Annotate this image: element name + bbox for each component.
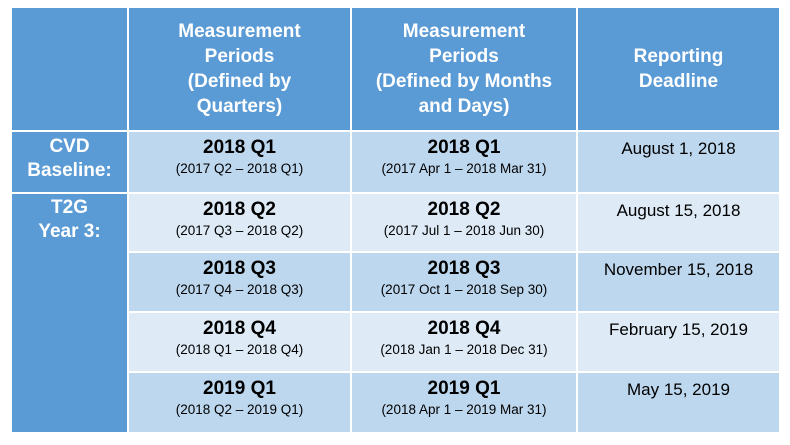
quarter-range: (2018 Q2 – 2019 Q1) [175,402,304,417]
quarter-period: 2018 Q1 [203,137,276,158]
table-row-2-deadline: August 15, 2018 [578,194,779,251]
row-label-cvd-line-2: Baseline: [27,160,112,181]
row-label-t2g-line-2: Year 3: [38,221,101,242]
header-quarters-line-3: (Defined by [187,71,292,92]
header-deadline: Reporting Deadline [578,8,779,130]
quarter-range: (2018 Q1 – 2018 Q4) [175,342,304,357]
row-label-t2g-year-3: T2G Year 3: [12,194,127,432]
table-row-3-quarters: 2018 Q3 (2017 Q4 – 2018 Q3) [129,253,350,311]
quarter-period: 2018 Q3 [203,258,276,279]
month-period: 2019 Q1 [427,378,501,399]
header-quarters: Measurement Periods (Defined by Quarters… [129,8,350,130]
header-months-days: Measurement Periods (Defined by Months a… [352,8,576,130]
month-period: 2018 Q2 [427,199,501,220]
header-months-days-line-2: Periods [429,46,499,67]
table-row-3-deadline: November 15, 2018 [578,253,779,311]
table-row-5-months: 2019 Q1 (2018 Apr 1 – 2019 Mar 31) [352,373,576,432]
table-row-4-months: 2018 Q4 (2018 Jan 1 – 2018 Dec 31) [352,313,576,371]
table-row-5-quarters: 2019 Q1 (2018 Q2 – 2019 Q1) [129,373,350,432]
table-row-1-deadline: August 1, 2018 [578,132,779,192]
month-range: (2017 Jul 1 – 2018 Jun 30) [383,223,545,238]
header-quarters-line-4: Quarters) [196,96,283,117]
row-label-t2g-line-1: T2G [51,197,88,218]
quarter-period: 2019 Q1 [203,378,276,399]
header-months-days-line-3: (Defined by Months [375,71,553,92]
quarter-range: (2017 Q2 – 2018 Q1) [175,161,304,176]
quarter-range: (2017 Q3 – 2018 Q2) [175,223,304,238]
month-period: 2018 Q4 [427,318,501,339]
row-label-cvd-line-1: CVD [49,136,90,157]
quarter-period: 2018 Q4 [203,318,276,339]
table-row-1-quarters: 2018 Q1 (2017 Q2 – 2018 Q1) [129,132,350,192]
table-row-4-deadline: February 15, 2019 [578,313,779,371]
month-range: (2017 Apr 1 – 2018 Mar 31) [381,161,547,176]
table-row-3-months: 2018 Q3 (2017 Oct 1 – 2018 Sep 30) [352,253,576,311]
header-months-days-line-4: and Days) [418,96,510,117]
header-deadline-line-1: Reporting [633,46,724,67]
header-quarters-line-2: Periods [204,46,275,67]
month-range: (2017 Oct 1 – 2018 Sep 30) [380,282,548,297]
table-row-5-deadline: May 15, 2019 [578,373,779,432]
table-row-2-quarters: 2018 Q2 (2017 Q3 – 2018 Q2) [129,194,350,251]
table-row-4-quarters: 2018 Q4 (2018 Q1 – 2018 Q4) [129,313,350,371]
month-range: (2018 Jan 1 – 2018 Dec 31) [380,342,548,357]
row-label-cvd-baseline: CVD Baseline: [12,132,127,192]
header-deadline-line-2: Deadline [638,71,719,92]
header-months-days-line-1: Measurement [402,21,526,42]
header-quarters-line-1: Measurement [178,21,301,42]
month-period: 2018 Q1 [427,137,501,158]
month-period: 2018 Q3 [427,258,501,279]
quarter-period: 2018 Q2 [203,199,276,220]
table-corner-cell [12,8,127,130]
reporting-schedule-table: Measurement Periods (Defined by Quarters… [12,8,779,432]
table-row-2-months: 2018 Q2 (2017 Jul 1 – 2018 Jun 30) [352,194,576,251]
month-range: (2018 Apr 1 – 2019 Mar 31) [381,402,547,417]
table-row-1-months: 2018 Q1 (2017 Apr 1 – 2018 Mar 31) [352,132,576,192]
quarter-range: (2017 Q4 – 2018 Q3) [175,282,304,297]
